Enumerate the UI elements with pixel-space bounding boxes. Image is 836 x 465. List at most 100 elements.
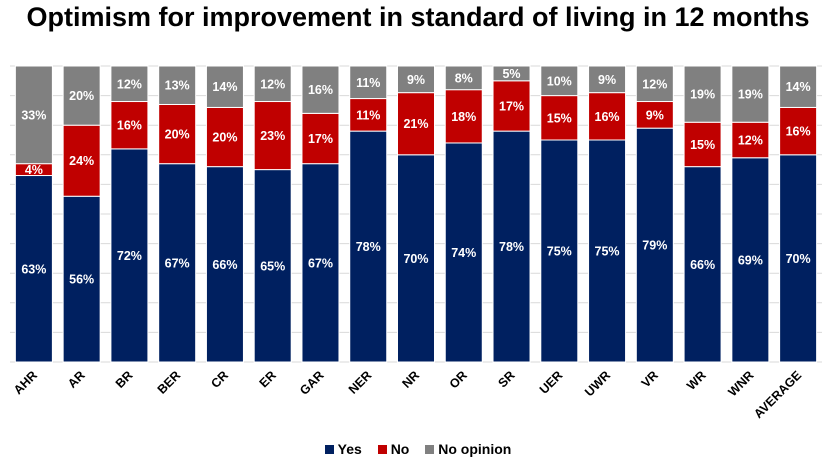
bar-segment-no	[349, 98, 388, 132]
bar-segment-yes	[540, 139, 579, 363]
legend-label-no-opinion: No opinion	[438, 441, 512, 457]
x-tick-label: UER	[537, 368, 566, 397]
data-labels: 63% 4% 33% 56% 24% 20% 72% 16% 12% 67% 20% 13% 66% 20…	[21, 67, 810, 287]
data-label: 65%	[260, 259, 285, 273]
bar-segment-yes	[110, 148, 149, 363]
chart-title: Optimism for improvement in standard of …	[26, 2, 810, 32]
data-label: 20%	[69, 89, 94, 103]
bar-segment-no-opinion	[62, 65, 101, 126]
bar-segment-yes	[492, 130, 531, 363]
legend-item-no: No	[377, 441, 409, 457]
bar-segment-no-opinion	[110, 65, 149, 103]
bar-segment-no	[158, 103, 197, 165]
bar-segment-no	[731, 121, 770, 159]
data-label: 11%	[356, 76, 380, 90]
data-label: 69%	[738, 253, 763, 267]
stacked-bar-chart: 63% 4% 33% 56% 24% 20% 72% 16% 12% 67% 20% 13% 66% 20…	[10, 65, 822, 421]
data-label: 33%	[21, 108, 46, 122]
legend-item-no-opinion: No opinion	[425, 441, 511, 457]
legend: Yes No No opinion	[0, 441, 836, 457]
data-label: 12%	[738, 134, 763, 148]
data-label: 9%	[646, 108, 664, 122]
bar-segment-no-opinion	[492, 65, 531, 82]
x-tick-label: VR	[639, 368, 661, 390]
bar-segment-no-opinion	[14, 65, 53, 165]
legend-swatch-no	[377, 445, 387, 454]
bar-segment-no	[110, 101, 149, 150]
data-label: 56%	[69, 273, 94, 287]
bars	[14, 65, 818, 363]
bar-segment-yes	[635, 127, 674, 363]
bar-segment-yes	[731, 157, 770, 363]
bar-segment-no-opinion	[683, 65, 722, 123]
data-label: 75%	[547, 245, 572, 259]
bar-segment-no-opinion	[397, 65, 435, 94]
data-label: 16%	[786, 125, 811, 139]
data-label: 67%	[308, 256, 333, 270]
data-label: 13%	[165, 79, 190, 93]
data-label: 19%	[738, 88, 763, 102]
data-label: 14%	[212, 80, 237, 94]
bar-segment-no-opinion	[301, 65, 340, 114]
data-label: 75%	[595, 245, 620, 259]
x-tick-label: WR	[684, 368, 709, 393]
bar-segment-no	[253, 101, 292, 171]
data-label: 10%	[547, 74, 572, 88]
x-tick-label: WNR	[725, 368, 756, 399]
bar-segment-yes	[444, 142, 483, 363]
x-tick-label: NR	[399, 368, 422, 391]
data-label: 9%	[598, 73, 616, 87]
data-label: 9%	[407, 73, 425, 87]
legend-swatch-yes	[324, 445, 334, 454]
data-label: 66%	[212, 258, 237, 272]
bar-segment-no	[301, 112, 340, 165]
data-label: 70%	[403, 252, 428, 266]
bar-segment-no	[62, 124, 101, 197]
data-label: 16%	[595, 110, 620, 124]
data-label: 11%	[356, 108, 380, 122]
data-label: 21%	[403, 117, 428, 131]
bar-segment-no-opinion	[588, 65, 627, 94]
x-tick-labels: AHR AR BR BER CR ER GAR NER NR OR SR UER UWR VR WR WNRA…	[11, 368, 804, 421]
bar-segment-no	[492, 80, 531, 132]
bar-segment-no-opinion	[253, 65, 292, 103]
x-tick-label: SR	[495, 368, 517, 390]
data-label: 66%	[690, 258, 715, 272]
x-tick-label: NER	[346, 368, 375, 397]
data-label: 78%	[356, 240, 381, 254]
data-label: 17%	[308, 132, 333, 146]
legend-swatch-no-opinion	[425, 445, 435, 454]
x-tick-label: OR	[447, 368, 470, 391]
data-label: 67%	[165, 256, 190, 270]
legend-label-yes: Yes	[337, 441, 362, 457]
data-label: 14%	[786, 80, 811, 94]
data-label: 15%	[690, 138, 715, 152]
data-label: 17%	[499, 99, 524, 113]
data-label: 15%	[547, 111, 572, 125]
data-label: 70%	[786, 252, 811, 266]
data-label: 4%	[25, 163, 43, 177]
bar-segment-no-opinion	[635, 65, 674, 103]
bar-segment-no-opinion	[779, 65, 818, 108]
data-label: 5%	[502, 67, 520, 81]
x-tick-label: AHR	[11, 368, 40, 397]
bar-segment-yes	[301, 163, 340, 363]
data-label: 23%	[260, 129, 285, 143]
bar-segment-no-opinion	[444, 65, 483, 91]
data-label: 74%	[451, 246, 476, 260]
bar-segment-no	[779, 106, 818, 156]
bar-segment-yes	[349, 130, 388, 363]
bar-segment-yes	[62, 195, 101, 363]
data-label: 24%	[69, 154, 94, 168]
data-label: 12%	[117, 77, 142, 91]
x-tick-label: UWR	[582, 368, 613, 399]
bar-segment-no-opinion	[205, 65, 244, 108]
bar-segment-no-opinion	[349, 65, 388, 100]
bar-segment-no	[444, 89, 483, 144]
data-label: 12%	[260, 77, 285, 91]
x-tick-label: AVERAGE	[751, 368, 804, 421]
legend-item-yes: Yes	[324, 441, 362, 457]
data-label: 79%	[642, 239, 667, 253]
bar-segment-no-opinion	[540, 65, 579, 97]
